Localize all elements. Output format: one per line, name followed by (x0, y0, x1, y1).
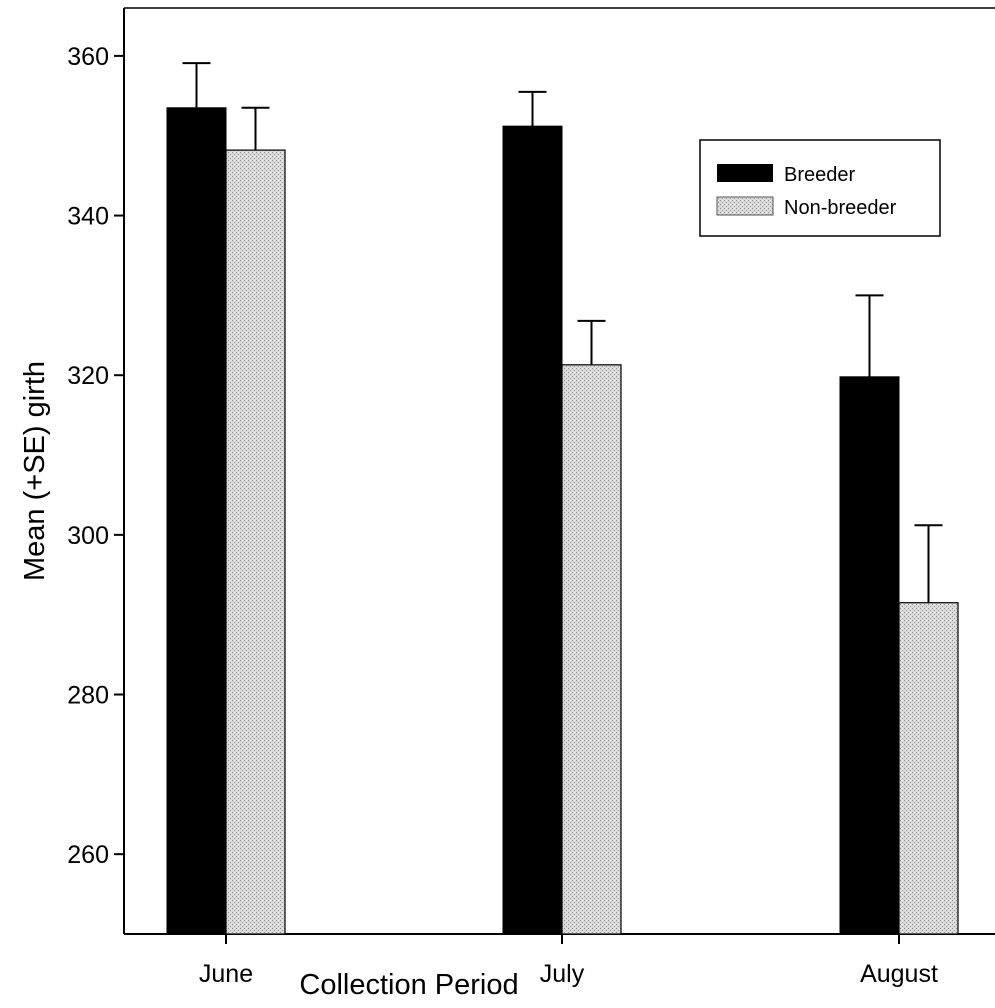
x-tick-label-june: June (199, 960, 253, 988)
legend: Breeder Non-breeder (699, 139, 941, 237)
legend-label-breeder: Breeder (784, 164, 855, 186)
y-tick-label: 280 (67, 682, 109, 710)
legend-box (699, 139, 941, 237)
x-tick-label-july: July (540, 960, 585, 988)
x-axis-title: Collection Period (299, 969, 518, 1001)
y-axis-title: Mean (+SE) girth (19, 361, 51, 581)
y-tick-label: 260 (67, 841, 109, 869)
bars-group (166, 107, 959, 935)
x-axis-ticks: June July August (199, 934, 938, 988)
legend-swatch-breeder (717, 164, 773, 182)
y-tick-label: 320 (67, 362, 109, 390)
y-tick-label: 300 (67, 522, 109, 550)
y-axis-ticks: 260 280 300 320 340 360 (67, 43, 124, 869)
bar-breeder-august (839, 376, 900, 935)
bar-breeder-june (166, 107, 227, 935)
error-bars-group (182, 62, 943, 603)
bar-non-breeder-june (225, 149, 286, 935)
legend-swatch-non-breeder (716, 196, 774, 216)
legend-label-non-breeder: Non-breeder (784, 197, 897, 219)
bar-non-breeder-july (561, 364, 622, 935)
x-tick-label-august: August (860, 960, 938, 988)
y-tick-label: 360 (67, 43, 109, 71)
y-tick-label: 340 (67, 203, 109, 231)
bar-non-breeder-august (898, 602, 959, 935)
bar-breeder-july (502, 125, 563, 935)
